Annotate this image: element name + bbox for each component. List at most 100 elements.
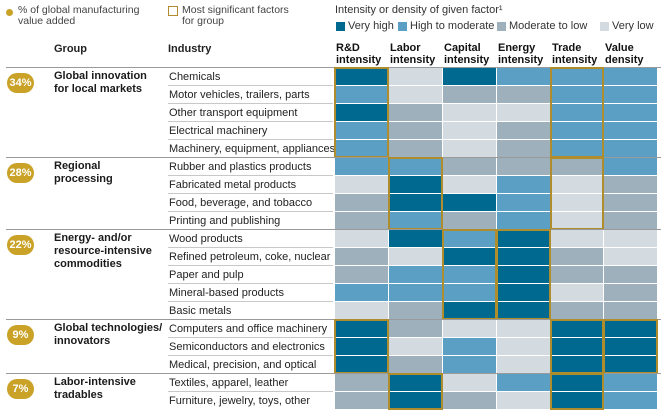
- heatmap-cell: [604, 86, 657, 103]
- heatmap-cell: [497, 338, 550, 355]
- industry-label: Machinery, equipment, appliances: [169, 143, 336, 155]
- heatmap-cell: [497, 320, 550, 337]
- heatmap-cell: [389, 212, 442, 229]
- heatmap-cell: [604, 248, 657, 265]
- heatmap-cell: [604, 122, 657, 139]
- heatmap-cell: [335, 158, 388, 175]
- industry-label: Furniture, jewelry, toys, other: [169, 395, 311, 407]
- factor-header-6: Value density: [605, 42, 644, 66]
- heatmap-cell: [389, 140, 442, 157]
- heatmap-cell: [604, 392, 657, 409]
- heatmap-cell: [551, 338, 603, 355]
- heatmap-cell: [551, 194, 603, 211]
- heatmap-cell: [551, 230, 603, 247]
- heatmap-cell: [389, 194, 442, 211]
- group-share-badge: 9%: [7, 325, 34, 345]
- heatmap-cell: [389, 302, 442, 319]
- heatmap-cell: [604, 158, 657, 175]
- industry-label: Wood products: [169, 233, 243, 245]
- legend-swatch-1: [336, 22, 345, 31]
- heatmap-cell: [443, 338, 496, 355]
- group-name: Energy- and/or resource-intensive commodit…: [54, 232, 152, 270]
- factor-header-5: Trade intensity: [552, 42, 598, 66]
- row-divider: [168, 247, 333, 248]
- heatmap-cell: [335, 122, 388, 139]
- heatmap-cell: [551, 104, 603, 121]
- heatmap-cell: [389, 158, 442, 175]
- heatmap-cell: [551, 356, 603, 373]
- heatmap-cell: [335, 302, 388, 319]
- heatmap-cell: [497, 302, 550, 319]
- heatmap-cell: [389, 320, 442, 337]
- heatmap-cell: [497, 212, 550, 229]
- heatmap-cell: [389, 176, 442, 193]
- group-divider: [6, 157, 661, 158]
- heatmap-cell: [497, 374, 550, 391]
- industry-label: Medical, precision, and optical: [169, 359, 317, 371]
- row-divider: [168, 193, 333, 194]
- heatmap-cell: [551, 158, 603, 175]
- intensity-title: Intensity or density of given factor¹: [335, 4, 503, 16]
- heatmap-cell: [335, 356, 388, 373]
- heatmap-cell: [443, 176, 496, 193]
- heatmap-cell: [335, 68, 388, 85]
- row-divider: [168, 265, 333, 266]
- industry-label: Refined petroleum, coke, nuclear: [169, 251, 331, 263]
- heatmap-cell: [497, 176, 550, 193]
- highlight-legend-label: Most significant factors for group: [182, 4, 289, 27]
- group-share-badge: 22%: [7, 235, 34, 255]
- heatmap-cell: [443, 302, 496, 319]
- row-divider: [168, 283, 333, 284]
- industry-label: Food, beverage, and tobacco: [169, 197, 313, 209]
- row-divider: [168, 139, 333, 140]
- heatmap-cell: [335, 212, 388, 229]
- group-divider: [6, 229, 661, 230]
- heatmap-cell: [497, 140, 550, 157]
- heatmap-cell: [551, 140, 603, 157]
- heatmap-cell: [443, 284, 496, 301]
- row-divider: [168, 103, 333, 104]
- heatmap-cell: [497, 266, 550, 283]
- group-share-badge: 34%: [7, 73, 34, 93]
- heatmap-cell: [443, 194, 496, 211]
- heatmap-cell: [335, 86, 388, 103]
- heatmap-cell: [389, 284, 442, 301]
- heatmap-cell: [604, 356, 657, 373]
- heatmap-cell: [389, 68, 442, 85]
- industry-label: Chemicals: [169, 71, 221, 83]
- heatmap-cell: [335, 248, 388, 265]
- heatmap-cell: [497, 86, 550, 103]
- heatmap-cell: [389, 104, 442, 121]
- heatmap-cell: [443, 320, 496, 337]
- heatmap-cell: [551, 320, 603, 337]
- industry-label: Other transport equipment: [169, 107, 298, 119]
- heatmap-cell: [604, 176, 657, 193]
- heatmap-cell: [551, 122, 603, 139]
- heatmap-cell: [335, 392, 388, 409]
- legend-label-1: Very high: [348, 20, 394, 32]
- heatmap-cell: [497, 248, 550, 265]
- heatmap-cell: [497, 284, 550, 301]
- heatmap-cell: [335, 194, 388, 211]
- heatmap-cell: [551, 374, 603, 391]
- group-divider: [6, 319, 661, 320]
- heatmap-cell: [551, 266, 603, 283]
- industry-label: Basic metals: [169, 305, 232, 317]
- heatmap-cell: [497, 194, 550, 211]
- heatmap-cell: [443, 374, 496, 391]
- highlight-legend-box: [168, 6, 178, 16]
- industry-label: Fabricated metal products: [169, 179, 297, 191]
- industry-label: Paper and pulp: [169, 269, 244, 281]
- heatmap-cell: [389, 356, 442, 373]
- heatmap-cell: [551, 86, 603, 103]
- heatmap-cell: [497, 356, 550, 373]
- heatmap-cell: [551, 248, 603, 265]
- industry-label: Computers and office machinery: [169, 323, 328, 335]
- heatmap-cell: [604, 140, 657, 157]
- industry-label: Textiles, apparel, leather: [169, 377, 289, 389]
- industry-label: Semiconductors and electronics: [169, 341, 325, 353]
- heatmap-cell: [604, 302, 657, 319]
- heatmap-cell: [497, 158, 550, 175]
- factor-header-4: Energy intensity: [498, 42, 544, 66]
- industry-label: Mineral-based products: [169, 287, 284, 299]
